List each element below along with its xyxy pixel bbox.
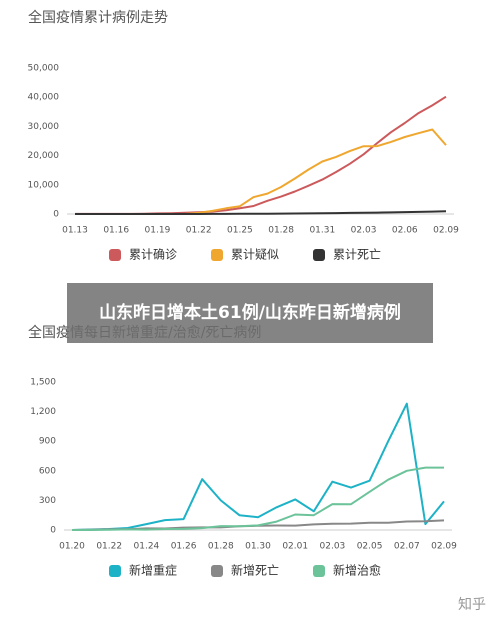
y-tick-label: 20,000 — [28, 151, 60, 161]
x-tick-label: 02.03 — [351, 226, 377, 236]
legend-label: 累计确诊 — [129, 248, 177, 262]
x-tick-label: 01.16 — [103, 226, 129, 236]
y-tick-label: 1,200 — [30, 407, 56, 417]
x-tick-label: 01.20 — [59, 542, 85, 552]
legend-swatch — [109, 249, 121, 261]
x-tick-label: 02.09 — [433, 226, 459, 236]
series-line — [72, 466, 444, 531]
legend-swatch — [211, 249, 223, 261]
legend-label: 累计死亡 — [333, 248, 381, 262]
legend-swatch — [109, 565, 121, 577]
y-tick-label: 30,000 — [28, 122, 60, 132]
x-tick-label: 02.03 — [320, 542, 346, 552]
y-tick-label: 1,500 — [30, 378, 56, 388]
y-tick-label: 10,000 — [28, 180, 60, 190]
y-tick-label: 900 — [39, 437, 56, 447]
legend-label: 新增治愈 — [333, 563, 381, 578]
series-line — [75, 128, 447, 215]
chart-title: 全国疫情累计病例走势 — [28, 9, 168, 26]
legend-label: 新增重症 — [129, 563, 177, 578]
x-tick-label: 02.06 — [392, 226, 418, 236]
headline-banner: 山东昨日增本土61例/山东昨日新增病例 — [67, 283, 433, 343]
x-tick-label: 01.24 — [134, 542, 160, 552]
x-tick-label: 01.22 — [96, 542, 122, 552]
legend-swatch — [313, 249, 325, 261]
x-tick-label: 01.26 — [171, 542, 197, 552]
y-tick-label: 40,000 — [28, 93, 60, 103]
legend-swatch — [211, 565, 223, 577]
x-tick-label: 01.28 — [208, 542, 234, 552]
x-tick-label: 01.13 — [62, 226, 88, 236]
y-tick-label: 50,000 — [28, 64, 60, 74]
x-tick-label: 02.09 — [431, 542, 457, 552]
series-line — [71, 402, 445, 531]
legend-label: 累计疑似 — [231, 247, 279, 262]
x-tick-label: 01.19 — [145, 226, 171, 236]
y-tick-label: 300 — [39, 496, 56, 506]
series-line — [75, 210, 447, 215]
x-tick-label: 01.30 — [245, 542, 271, 552]
x-tick-label: 01.22 — [186, 226, 212, 236]
x-tick-label: 02.01 — [282, 542, 308, 552]
headline: 山东昨日增本土61例/山东昨日新增病例 — [99, 303, 401, 323]
y-tick-label: 600 — [39, 466, 56, 476]
x-tick-label: 01.28 — [268, 226, 294, 236]
x-tick-label: 01.25 — [227, 226, 253, 236]
legend-swatch — [313, 565, 325, 577]
watermark: 知乎 — [458, 597, 486, 613]
y-tick-label: 0 — [53, 210, 59, 220]
x-tick-label: 01.31 — [309, 226, 335, 236]
x-tick-label: 02.07 — [394, 542, 420, 552]
x-tick-label: 02.05 — [357, 542, 383, 552]
y-tick-label: 0 — [50, 526, 56, 536]
legend-label: 新增死亡 — [231, 563, 279, 578]
